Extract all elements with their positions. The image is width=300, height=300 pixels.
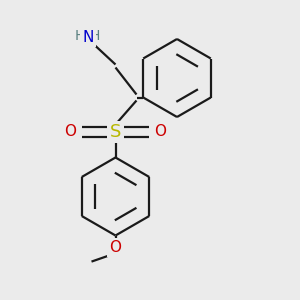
Text: S: S (110, 123, 121, 141)
Text: O: O (64, 124, 76, 140)
Text: H: H (89, 29, 100, 43)
Text: H: H (75, 29, 85, 43)
Text: N: N (82, 30, 94, 45)
Text: O: O (154, 124, 166, 140)
Text: O: O (110, 240, 122, 255)
